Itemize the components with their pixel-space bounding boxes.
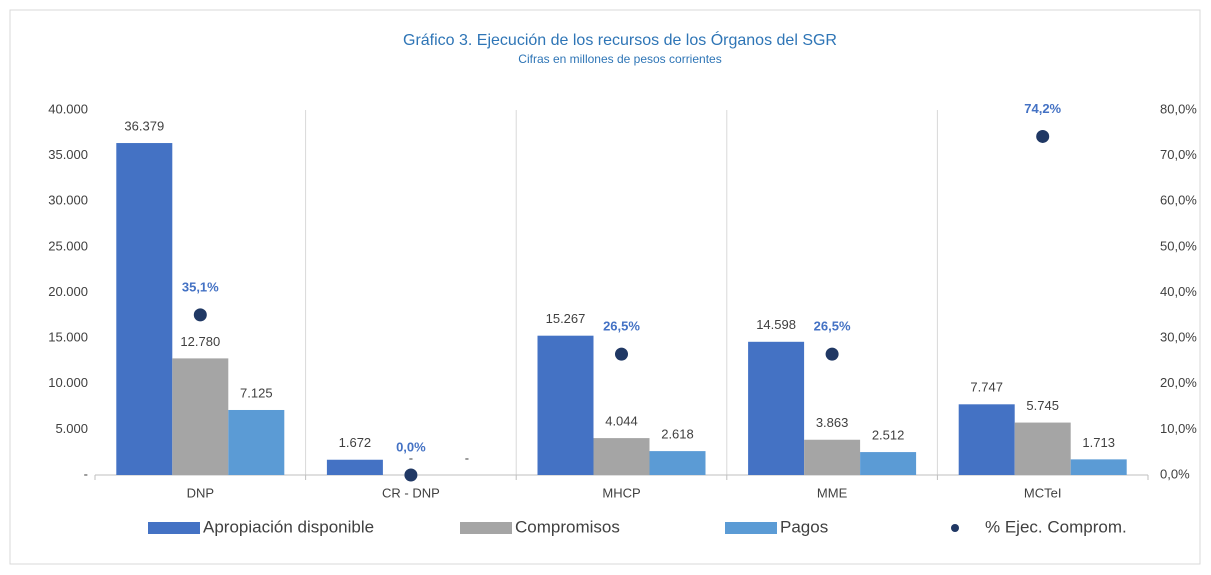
bar bbox=[116, 143, 173, 475]
y2-tick-label: 40,0% bbox=[1160, 284, 1197, 299]
legend-swatch bbox=[951, 524, 959, 532]
x-tick-label: DNP bbox=[187, 485, 214, 500]
bar bbox=[228, 409, 285, 475]
percent-label: 26,5% bbox=[814, 319, 851, 334]
bar-value-label: 5.745 bbox=[1026, 398, 1059, 413]
bar-value-label: - bbox=[465, 450, 469, 465]
y2-tick-label: 0,0% bbox=[1160, 466, 1190, 481]
y-tick-label: 10.000 bbox=[48, 375, 88, 390]
percent-point bbox=[615, 347, 628, 361]
chart-title: Gráfico 3. Ejecución de los recursos de … bbox=[403, 30, 837, 49]
percent-label: 74,2% bbox=[1024, 101, 1061, 116]
y-tick-label: 20.000 bbox=[48, 284, 88, 299]
y2-tick-label: 60,0% bbox=[1160, 193, 1197, 208]
y2-tick-label: 70,0% bbox=[1160, 147, 1197, 162]
percent-label: 0,0% bbox=[396, 439, 426, 454]
bar bbox=[326, 459, 383, 475]
bar bbox=[1070, 459, 1127, 475]
bar bbox=[172, 358, 229, 475]
bar-value-label: 7.125 bbox=[240, 385, 273, 400]
bar bbox=[860, 452, 917, 475]
percent-label: 26,5% bbox=[603, 319, 640, 334]
bar-value-label: 4.044 bbox=[605, 414, 638, 429]
bar-value-label: 3.863 bbox=[816, 415, 849, 430]
bar-value-label: - bbox=[409, 450, 413, 465]
bar-value-label: 12.780 bbox=[180, 334, 220, 349]
bar bbox=[804, 439, 861, 475]
legend-label: % Ejec. Comprom. bbox=[985, 517, 1127, 536]
bar-value-label: 2.512 bbox=[872, 428, 905, 443]
y-tick-label: - bbox=[84, 466, 88, 481]
bar bbox=[1014, 422, 1071, 475]
bar-value-label: 7.747 bbox=[970, 380, 1003, 395]
bar-value-label: 36.379 bbox=[124, 118, 164, 133]
x-tick-label: MHCP bbox=[602, 485, 640, 500]
y2-tick-label: 80,0% bbox=[1160, 101, 1197, 116]
y2-tick-label: 20,0% bbox=[1160, 375, 1197, 390]
legend-label: Apropiación disponible bbox=[203, 517, 374, 536]
percent-point bbox=[404, 468, 418, 482]
y2-tick-label: 30,0% bbox=[1160, 330, 1197, 345]
bar bbox=[649, 451, 706, 475]
bar bbox=[958, 404, 1015, 475]
chart-subtitle: Cifras en millones de pesos corrientes bbox=[518, 52, 721, 66]
y2-tick-label: 50,0% bbox=[1160, 238, 1197, 253]
y-tick-label: 35.000 bbox=[48, 147, 88, 162]
y2-tick-label: 10,0% bbox=[1160, 421, 1197, 436]
y-tick-label: 15.000 bbox=[48, 330, 88, 345]
y-tick-label: 5.000 bbox=[55, 421, 88, 436]
bar-value-label: 2.618 bbox=[661, 427, 694, 442]
x-tick-label: CR - DNP bbox=[382, 485, 440, 500]
y-tick-label: 25.000 bbox=[48, 238, 88, 253]
legend-label: Pagos bbox=[780, 517, 828, 536]
bar-value-label: 14.598 bbox=[756, 317, 796, 332]
percent-label: 35,1% bbox=[182, 279, 219, 294]
percent-point bbox=[1036, 129, 1050, 143]
bar bbox=[593, 438, 650, 475]
percent-point bbox=[193, 308, 207, 322]
x-tick-label: MCTeI bbox=[1024, 485, 1062, 500]
y-tick-label: 40.000 bbox=[48, 101, 88, 116]
x-tick-label: MME bbox=[817, 485, 848, 500]
y-tick-label: 30.000 bbox=[48, 193, 88, 208]
legend-swatch bbox=[725, 522, 777, 534]
bar bbox=[537, 335, 594, 475]
legend-label: Compromisos bbox=[515, 517, 620, 536]
legend-swatch bbox=[148, 522, 200, 534]
bar-value-label: 15.267 bbox=[546, 311, 586, 326]
percent-point bbox=[825, 347, 839, 361]
bar-value-label: 1.672 bbox=[339, 435, 372, 450]
bar bbox=[748, 341, 805, 475]
bar-value-label: 1.713 bbox=[1082, 435, 1115, 450]
legend-swatch bbox=[460, 522, 512, 534]
